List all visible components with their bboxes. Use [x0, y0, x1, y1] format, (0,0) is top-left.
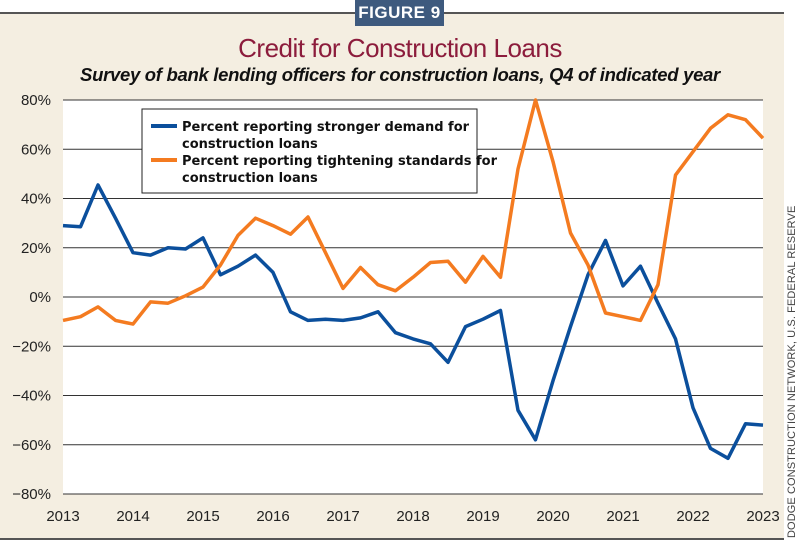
y-tick-label: 20% — [21, 240, 51, 257]
source-credit: DODGE CONSTRUCTION NETWORK, U.S. FEDERAL… — [786, 205, 798, 538]
x-tick-label: 2019 — [466, 508, 499, 525]
x-tick-label: 2014 — [116, 508, 149, 525]
y-tick-label: −40% — [12, 388, 51, 405]
y-axis-ticks: 80% 60% 40% 20% 0% −20% −40% −60% −80% — [12, 92, 51, 503]
x-tick-label: 2021 — [606, 508, 639, 525]
legend-label-demand: Percent reporting stronger demand for con… — [182, 120, 470, 152]
legend-box — [141, 108, 478, 194]
x-tick-label: 2017 — [326, 508, 359, 525]
figure-badge: FIGURE 9 — [355, 0, 444, 26]
y-tick-label: −20% — [12, 338, 51, 355]
x-tick-label: 2016 — [256, 508, 289, 525]
x-axis-ticks: 2013 2014 2015 2016 2017 2018 2019 2020 2021 2022… — [46, 508, 779, 525]
y-tick-label: 60% — [21, 141, 51, 158]
x-tick-label: 2015 — [186, 508, 219, 525]
legend-label-standards: Percent reporting tightening standards f… — [182, 154, 498, 186]
y-tick-label: 80% — [21, 92, 51, 109]
y-tick-label: 40% — [21, 191, 51, 208]
x-tick-label: 2022 — [676, 508, 709, 525]
series-lines — [62, 98, 765, 461]
y-tick-label: −60% — [12, 437, 51, 454]
chart-subtitle: Survey of bank lending officers for cons… — [80, 64, 720, 85]
y-tick-label: −80% — [12, 486, 51, 503]
x-tick-label: 2023 — [746, 508, 779, 525]
x-tick-label: 2018 — [396, 508, 429, 525]
y-tick-label: 0% — [29, 289, 51, 306]
x-tick-label: 2020 — [536, 508, 569, 525]
legend: Percent reporting stronger demand for con… — [141, 108, 498, 194]
x-tick-label: 2013 — [46, 508, 79, 525]
chart-title: Credit for Construction Loans — [238, 33, 562, 63]
